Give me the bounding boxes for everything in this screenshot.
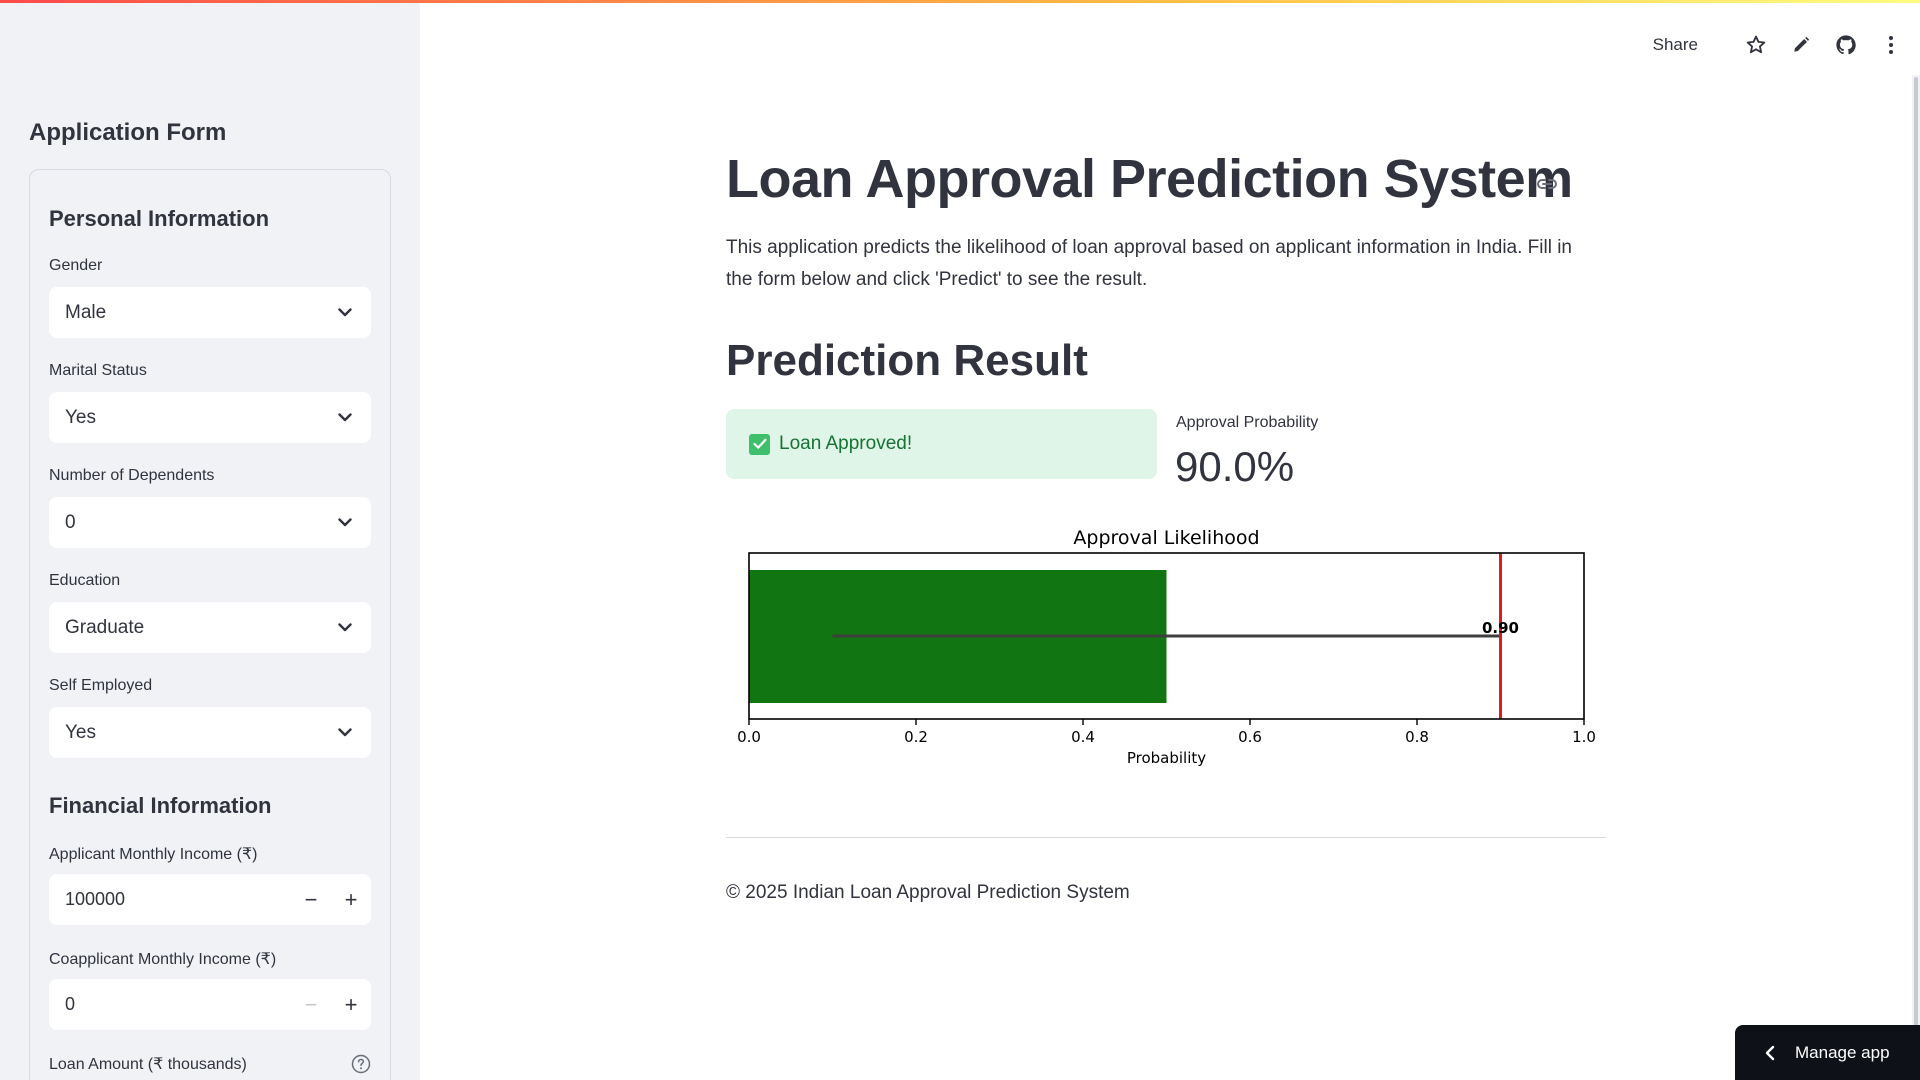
help-icon[interactable] [351, 1054, 371, 1074]
self-employed-select[interactable]: Yes [49, 707, 371, 758]
chart-svg: Approval Likelihood 0.90 0.0 0.2 0.4 0.6 0.8 1.… [737, 527, 1596, 767]
sidebar: Application Form Personal Information Ge… [0, 0, 420, 1080]
check-mark-icon [749, 433, 770, 455]
app-description: This application predicts the likelihood… [726, 237, 1573, 290]
financial-info-heading: Financial Information [49, 793, 272, 818]
gender-label: Gender [49, 257, 103, 274]
applicant-income-value[interactable]: 100000 [65, 889, 126, 909]
chevron-down-icon [335, 723, 355, 743]
education-value: Graduate [65, 616, 145, 638]
manage-app-button[interactable]: Manage app [1735, 1025, 1920, 1080]
coapplicant-income-input[interactable]: 0 − + [49, 979, 371, 1030]
manage-app-label: Manage app [1795, 1042, 1890, 1062]
marital-status-label: Marital Status [49, 362, 147, 379]
chart-title: Approval Likelihood [1073, 527, 1259, 549]
alert-message: Loan Approved! [779, 433, 913, 454]
application-form [29, 169, 391, 1080]
share-button[interactable]: Share [1652, 35, 1698, 54]
chevron-down-icon [335, 513, 355, 533]
scrollbar-thumb[interactable] [1914, 77, 1918, 1037]
more-options-icon[interactable] [1880, 34, 1902, 56]
dependents-label: Number of Dependents [49, 467, 215, 484]
chart-x-tick-label: 0.2 [904, 728, 928, 746]
dependents-select[interactable]: 0 [49, 497, 371, 548]
self-employed-label: Self Employed [49, 677, 153, 694]
sidebar-title: Application Form [29, 119, 227, 146]
coapplicant-income-label: Coapplicant Monthly Income (₹) [49, 951, 277, 968]
marital-status-value: Yes [65, 406, 96, 428]
chevron-down-icon [335, 303, 355, 323]
app-toolbar: Share [1653, 30, 1902, 60]
self-employed-value: Yes [65, 721, 96, 743]
github-icon[interactable] [1835, 34, 1857, 56]
chart-x-tick-label: 1.0 [1572, 728, 1596, 746]
chart-x-tick-label: 0.8 [1405, 728, 1429, 746]
education-label: Education [49, 572, 121, 589]
success-alert: Loan Approved! [726, 409, 1157, 479]
chart-x-tick-label: 0.6 [1238, 728, 1262, 746]
education-select[interactable]: Graduate [49, 602, 371, 653]
chevron-down-icon [335, 408, 355, 428]
chart-x-tick-label: 0.4 [1071, 728, 1095, 746]
increment-button[interactable]: + [344, 886, 358, 912]
coapplicant-income-value[interactable]: 0 [65, 994, 76, 1014]
chart-value-label: 0.90 [1482, 619, 1519, 637]
approval-likelihood-chart: Approval Likelihood 0.90 0.0 0.2 0.4 0.6 0.8 1.… [720, 520, 1620, 770]
loan-amount-label: Loan Amount (₹ thousands) [49, 1056, 247, 1073]
footer-text: © 2025 Indian Loan Approval Prediction S… [726, 882, 1130, 903]
metric-label: Approval Probability [1176, 414, 1319, 431]
decrement-button[interactable]: − [304, 991, 318, 1017]
increment-button[interactable]: + [344, 991, 358, 1017]
edit-pencil-icon[interactable] [1790, 34, 1812, 56]
chevron-down-icon [335, 618, 355, 638]
chevron-left-icon [1765, 1045, 1775, 1061]
dependents-value: 0 [65, 511, 76, 533]
metric-value: 90.0% [1175, 443, 1295, 490]
page-title: Loan Approval Prediction System [726, 149, 1573, 209]
star-icon[interactable] [1745, 34, 1767, 56]
anchor-link-icon[interactable] [1535, 172, 1559, 196]
chart-axes-frame [748, 552, 1585, 720]
divider [726, 837, 1606, 838]
prediction-result-heading: Prediction Result [726, 336, 1088, 385]
top-accent-bar [0, 0, 1920, 3]
chart-x-axis-label: Probability [1127, 749, 1206, 767]
gender-select[interactable]: Male [49, 287, 371, 338]
applicant-income-input[interactable]: 100000 − + [49, 874, 371, 925]
personal-info-heading: Personal Information [49, 206, 270, 231]
marital-status-select[interactable]: Yes [49, 392, 371, 443]
decrement-button[interactable]: − [304, 886, 318, 912]
applicant-income-label: Applicant Monthly Income (₹) [49, 846, 258, 863]
chart-x-tick-label: 0.0 [737, 728, 761, 746]
gender-value: Male [65, 301, 107, 323]
